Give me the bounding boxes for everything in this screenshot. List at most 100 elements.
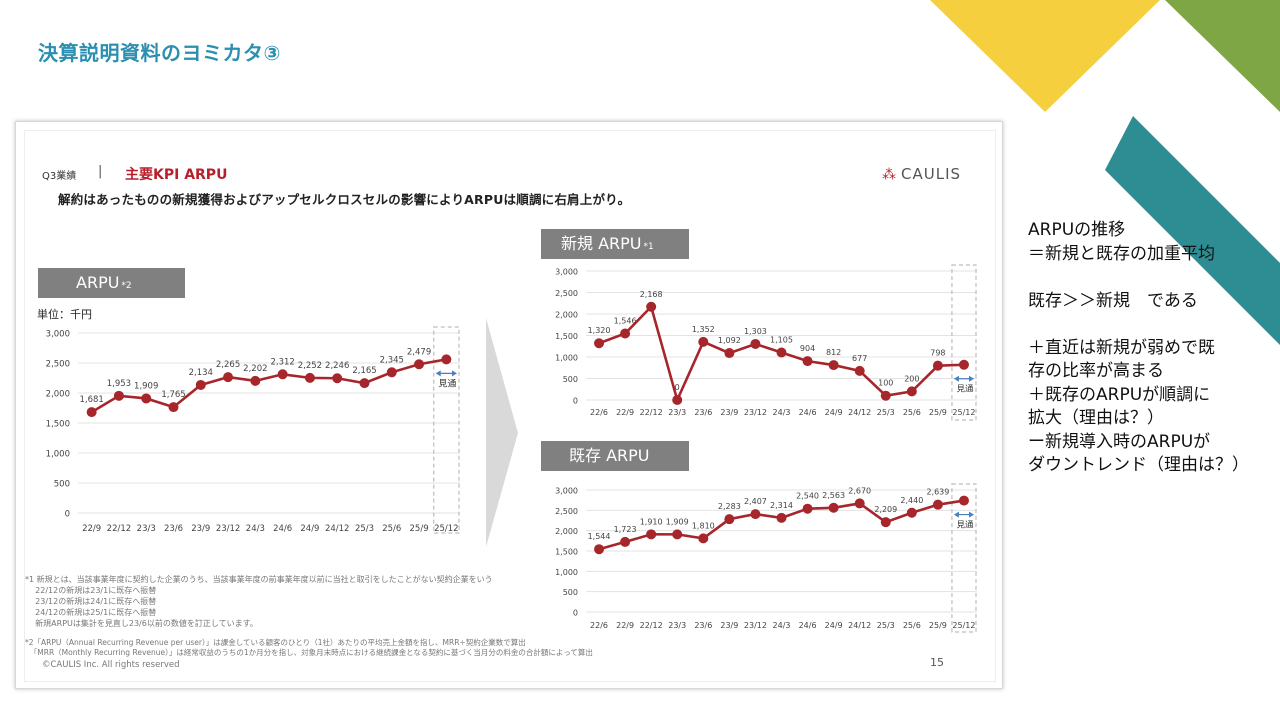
data-label: 2,639 — [926, 488, 949, 497]
kpi-title: 主要KPI ARPU — [125, 167, 228, 183]
y-tick-label: 3,000 — [555, 268, 578, 277]
data-point — [906, 507, 917, 518]
x-tick-label: 22/9 — [616, 408, 634, 417]
data-point — [441, 354, 452, 365]
unit-label: 単位：千円 — [37, 308, 92, 321]
x-tick-label: 23/6 — [164, 524, 183, 534]
data-label: 904 — [800, 344, 815, 353]
slide-inner-frame — [24, 130, 996, 682]
data-point — [113, 390, 124, 401]
forecast-box — [433, 326, 460, 534]
x-tick-label: 24/3 — [773, 621, 791, 630]
x-tick-label: 25/9 — [929, 408, 947, 417]
y-tick-label: 1,000 — [46, 450, 70, 460]
data-label: 1,681 — [79, 395, 103, 405]
forecast-arrow-head-left — [953, 511, 959, 518]
data-label: 2,345 — [380, 355, 404, 365]
data-point — [672, 395, 683, 405]
data-label: 1,909 — [134, 381, 158, 391]
x-tick-label: 24/9 — [300, 524, 319, 534]
forecast-box — [951, 264, 977, 421]
x-tick-label: 25/6 — [382, 524, 401, 534]
data-label: 2,202 — [243, 364, 267, 374]
data-point — [168, 402, 179, 413]
data-point — [802, 503, 813, 514]
y-tick-label: 1,000 — [555, 568, 578, 577]
data-label: 2,246 — [325, 361, 349, 371]
x-tick-label: 23/12 — [744, 408, 767, 417]
data-label: 2,563 — [822, 491, 845, 500]
data-label: 2,440 — [900, 496, 923, 505]
data-label: 2,670 — [848, 486, 871, 495]
x-tick-label: 24/6 — [799, 408, 817, 417]
data-point — [958, 495, 969, 506]
x-tick-label: 24/12 — [848, 408, 871, 417]
y-tick-label: 3,000 — [555, 487, 578, 496]
data-label: 677 — [852, 354, 867, 363]
x-tick-label: 25/3 — [355, 524, 374, 534]
data-point — [698, 336, 709, 347]
x-tick-label: 22/12 — [107, 524, 132, 534]
data-label: 1,105 — [770, 335, 793, 344]
y-tick-label: 2,500 — [46, 360, 70, 370]
data-label: 2,168 — [640, 290, 663, 299]
x-tick-label: 23/6 — [694, 408, 712, 417]
data-point — [776, 347, 787, 358]
data-point — [958, 359, 969, 370]
data-point — [250, 375, 261, 386]
y-tick-label: 1,500 — [555, 548, 578, 557]
data-point — [854, 365, 865, 376]
data-point — [724, 348, 735, 359]
x-tick-label: 24/6 — [799, 621, 817, 630]
x-tick-label: 23/6 — [694, 621, 712, 630]
data-point — [672, 529, 683, 540]
commentary-notes: ARPUの推移 ＝新規と既存の加重平均 既存＞＞新規 である ＋直近は新規が弱め… — [1028, 220, 1249, 475]
y-tick-label: 2,000 — [555, 527, 578, 536]
existing-arpu-chart: 3,000 2,500 2,000 1,500 1,000 500 0 見通 1,5441,72… — [555, 483, 977, 633]
forecast-arrow-head-left — [953, 375, 959, 382]
new-arpu-chart: 3,000 2,500 2,000 1,500 1,000 500 0 見通 1,3201,54… — [555, 264, 977, 421]
data-point — [141, 393, 152, 404]
y-tick-label: 0 — [573, 397, 578, 406]
x-tick-label: 22/12 — [640, 621, 663, 630]
x-tick-label: 24/3 — [246, 524, 265, 534]
y-tick-label: 1,500 — [555, 332, 578, 341]
data-label: 2,252 — [298, 361, 322, 371]
data-point — [776, 512, 787, 523]
logo-text: CAULIS — [901, 165, 962, 183]
data-point — [724, 514, 735, 525]
data-label: 1,909 — [666, 517, 689, 526]
caulis-logo-icon: ⁂ — [882, 167, 897, 183]
x-tick-label: 24/9 — [825, 621, 843, 630]
x-tick-label: 25/12 — [434, 524, 459, 534]
data-label: 1,092 — [718, 336, 741, 345]
green-triangle — [1165, 0, 1280, 112]
y-tick-label: 500 — [54, 480, 70, 490]
x-tick-label: 24/12 — [848, 621, 871, 630]
page-title: 決算説明資料のヨミカタ③ — [38, 41, 281, 65]
data-label: 100 — [878, 379, 893, 388]
existing-arpu-title-box: 既存 ARPU — [541, 441, 689, 471]
y-tick-label: 1,000 — [555, 354, 578, 363]
x-tick-label: 25/6 — [903, 408, 921, 417]
x-tick-label: 23/3 — [137, 524, 156, 534]
data-point — [828, 502, 839, 513]
data-point — [646, 529, 657, 540]
copyright: ©CAULIS Inc. All rights reserved — [42, 660, 180, 670]
arpu-title-note: *2 — [121, 281, 132, 291]
data-point — [932, 499, 943, 510]
x-tick-label: 25/9 — [410, 524, 429, 534]
data-point — [414, 359, 425, 370]
new-arpu-title: 新規 ARPU — [561, 234, 642, 253]
x-tick-label: 25/3 — [877, 408, 895, 417]
x-tick-label: 25/6 — [903, 621, 921, 630]
y-tick-label: 1,500 — [46, 420, 70, 430]
footnote-arpu-definition: *2「ARPU（Annual Recurring Revenue per use… — [25, 638, 593, 657]
data-point — [332, 373, 343, 384]
data-point — [802, 356, 813, 367]
yellow-triangle — [930, 0, 1160, 112]
data-label: 0 — [675, 383, 680, 392]
data-label: 200 — [904, 374, 919, 383]
data-point — [594, 338, 605, 349]
data-point — [277, 369, 288, 380]
